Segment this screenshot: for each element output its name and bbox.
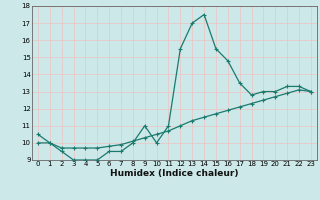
X-axis label: Humidex (Indice chaleur): Humidex (Indice chaleur) [110, 169, 239, 178]
